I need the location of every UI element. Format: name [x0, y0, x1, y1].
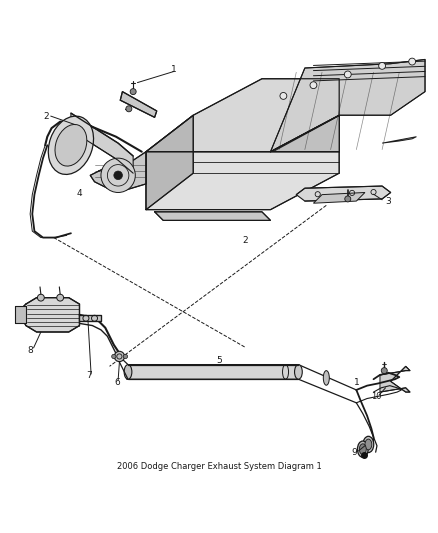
Circle shape — [114, 351, 124, 361]
Circle shape — [37, 294, 44, 301]
Text: 8: 8 — [27, 346, 33, 355]
Polygon shape — [146, 79, 339, 152]
Polygon shape — [146, 115, 193, 209]
Text: 1: 1 — [353, 378, 359, 387]
Polygon shape — [79, 315, 101, 321]
Polygon shape — [71, 113, 133, 173]
Circle shape — [409, 58, 416, 65]
Ellipse shape — [365, 439, 372, 450]
Polygon shape — [21, 297, 79, 332]
Text: 3: 3 — [386, 197, 392, 206]
Polygon shape — [382, 136, 417, 143]
Text: 1: 1 — [171, 65, 177, 74]
Ellipse shape — [294, 365, 302, 379]
Text: 4: 4 — [77, 189, 82, 198]
Circle shape — [114, 171, 123, 180]
Ellipse shape — [359, 444, 366, 455]
Circle shape — [130, 88, 136, 95]
Ellipse shape — [48, 116, 94, 174]
Polygon shape — [120, 92, 157, 117]
Circle shape — [379, 62, 385, 69]
Text: 10: 10 — [371, 392, 381, 401]
Circle shape — [101, 158, 135, 192]
Circle shape — [112, 354, 116, 359]
Polygon shape — [380, 366, 410, 392]
Text: 7: 7 — [86, 372, 92, 380]
Ellipse shape — [55, 125, 87, 166]
Polygon shape — [296, 186, 391, 201]
Polygon shape — [127, 365, 298, 379]
Text: 5: 5 — [216, 356, 222, 365]
Polygon shape — [314, 192, 365, 203]
Text: 6: 6 — [114, 378, 120, 387]
Circle shape — [123, 354, 127, 359]
Circle shape — [57, 294, 64, 301]
Polygon shape — [155, 212, 271, 220]
Circle shape — [280, 93, 287, 99]
Polygon shape — [271, 115, 339, 152]
Polygon shape — [271, 59, 425, 152]
Polygon shape — [90, 152, 146, 190]
Circle shape — [310, 82, 317, 88]
Circle shape — [381, 368, 387, 374]
Ellipse shape — [357, 441, 368, 457]
Text: 9: 9 — [351, 448, 357, 457]
Circle shape — [344, 71, 351, 78]
Circle shape — [126, 106, 132, 112]
Ellipse shape — [323, 370, 329, 385]
Text: 2: 2 — [44, 111, 49, 120]
Text: 2: 2 — [242, 236, 247, 245]
Text: 2006 Dodge Charger Exhaust System Diagram 1: 2006 Dodge Charger Exhaust System Diagra… — [117, 462, 321, 471]
Ellipse shape — [124, 365, 132, 379]
Circle shape — [345, 196, 351, 202]
Ellipse shape — [363, 437, 374, 453]
Polygon shape — [146, 152, 339, 209]
Polygon shape — [15, 306, 26, 324]
